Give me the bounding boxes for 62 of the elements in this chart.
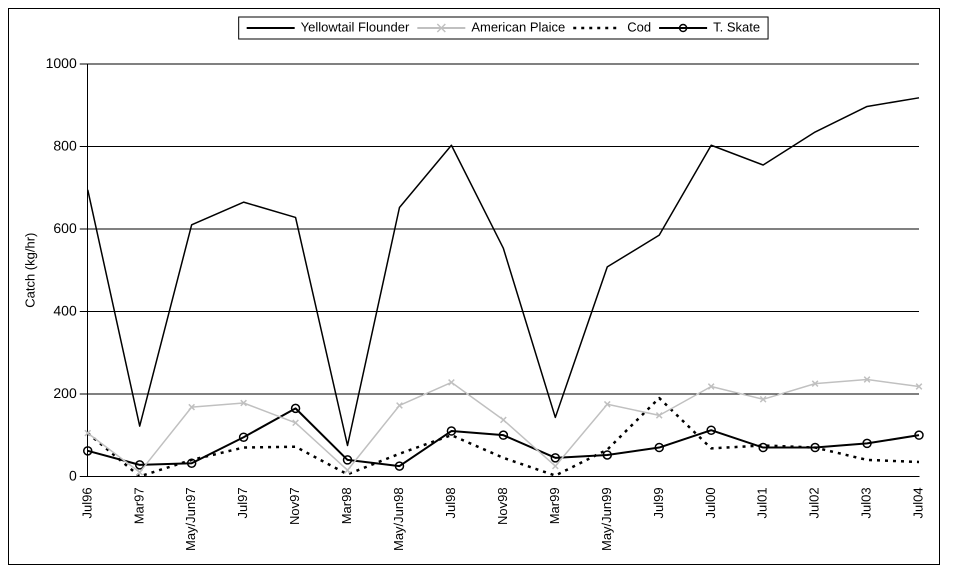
point: [550, 453, 560, 463]
x-tick-label: Jul00: [702, 487, 718, 518]
point: [552, 462, 559, 470]
point: [812, 380, 819, 388]
legend-label: Cod: [627, 20, 652, 35]
point: [448, 378, 455, 386]
legend-label: Yellowtail Flounder: [300, 20, 410, 35]
point: [810, 442, 820, 452]
x-tick-label: Nov97: [287, 487, 302, 525]
x-tick-label: Jul03: [858, 487, 874, 518]
x-tick-label: Jul02: [806, 487, 822, 518]
y-tick-label: 800: [53, 137, 77, 154]
point: [914, 430, 924, 440]
point: [292, 419, 300, 426]
point: [84, 430, 92, 437]
legend-label: American Plaice: [471, 20, 566, 35]
y-tick-label: 0: [68, 467, 77, 484]
point: [396, 402, 404, 410]
x-tick-label: Jul98: [442, 487, 458, 518]
x-tick-label: Jul97: [235, 487, 250, 518]
point: [498, 430, 508, 440]
point: [394, 461, 404, 471]
point: [136, 468, 144, 476]
point: [342, 455, 352, 465]
legend-label: T. Skate: [713, 20, 760, 35]
x-tick-label: Mar99: [546, 487, 562, 524]
y-tick-label: 400: [53, 302, 77, 318]
point: [134, 460, 144, 470]
x-tick-label: Jul96: [79, 487, 94, 518]
y-tick-label: 1000: [46, 54, 77, 71]
x-tick-label: Jul99: [650, 487, 666, 518]
point: [863, 376, 871, 384]
x-tick-label: Mar97: [131, 487, 146, 524]
point: [238, 432, 248, 442]
x-tick-label: May/Jun98: [391, 487, 406, 552]
point: [656, 412, 663, 419]
point: [708, 382, 715, 390]
point: [500, 416, 507, 424]
point: [760, 396, 767, 403]
point: [188, 404, 196, 411]
point: [344, 466, 352, 474]
point: [758, 442, 768, 452]
point: [654, 442, 664, 452]
x-tick-label: Nov98: [494, 487, 510, 525]
point: [290, 404, 300, 414]
point: [82, 446, 92, 456]
point: [240, 399, 248, 407]
y-tick-label: 600: [53, 220, 77, 236]
y-axis-title: Catch (kg/hr): [22, 232, 38, 308]
y-tick-label: 200: [53, 384, 77, 401]
point: [862, 438, 872, 448]
point: [915, 382, 923, 390]
x-tick-label: Jul01: [754, 487, 770, 518]
point: [446, 426, 456, 436]
point: [604, 400, 611, 408]
x-tick-label: May/Jun97: [183, 487, 198, 552]
point: [186, 458, 196, 468]
point: [602, 450, 612, 460]
x-tick-label: Mar98: [339, 487, 354, 524]
point: [706, 425, 716, 435]
x-tick-label: Jul04: [910, 487, 926, 518]
x-tick-label: May/Jun99: [598, 487, 614, 552]
